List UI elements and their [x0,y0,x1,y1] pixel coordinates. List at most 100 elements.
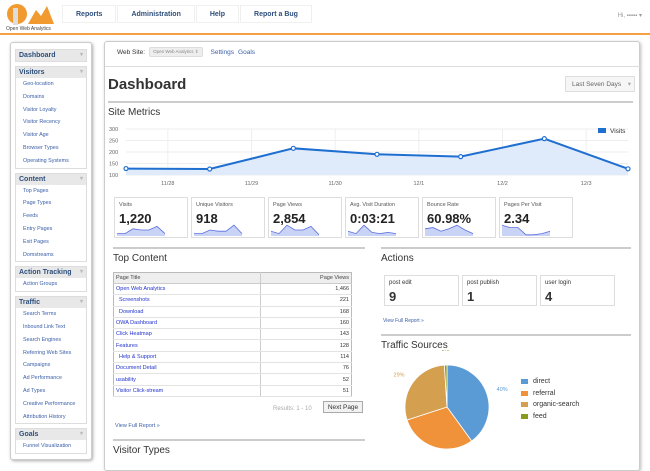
metric-card[interactable]: Page Views 2,854 [268,197,342,238]
page-views: 168 [259,306,352,318]
metric-card[interactable]: Pages Per Visit 2.34 [499,197,573,238]
sidebar-item[interactable]: Campaigns [23,362,51,369]
y-tick-label: 100 [109,173,118,179]
x-tick-label: 12/3 [581,181,592,187]
legend-swatch [521,414,528,420]
metric-value: 1,220 [119,211,152,226]
page-title-link[interactable]: Download [113,306,261,318]
metric-card[interactable]: Unique Visitors 918 [191,197,265,238]
sidebar-item[interactable]: Creative Performance [23,400,76,407]
nav-administration[interactable]: Administration [117,5,195,23]
sidebar-item[interactable]: Ad Performance [23,375,62,382]
sidebar-item[interactable]: Geo-location [23,81,54,87]
sparkline-area [271,225,319,236]
column-header[interactable]: Page Views [259,272,352,284]
sidebar-item[interactable]: Inbound Link Text [23,323,66,330]
sidebar-group-title[interactable]: Goals [16,429,86,441]
legend-item[interactable]: direct [521,376,579,388]
page-title-link[interactable]: Document Detail [113,362,261,375]
sidebar-item[interactable]: Funnel Visualization [23,443,72,450]
page-title-link[interactable]: Visitor Click-stream [113,385,261,397]
action-value: 4 [545,289,553,304]
sidebar-item[interactable]: Visitor Loyalty [23,106,57,113]
sidebar-item[interactable]: Top Pages [23,187,49,194]
sidebar-item[interactable]: Exit Pages [23,238,49,245]
view-full-report-link[interactable]: View Full Report » [115,423,160,429]
sidebar-item[interactable]: Search Engines [23,336,62,343]
sidebar-item[interactable]: Browser Types [23,144,59,151]
visits-point[interactable] [458,153,464,160]
sidebar-group-title[interactable]: Visitors [16,67,86,78]
actions-full-report-link[interactable]: View Full Report » [383,318,424,324]
pie-slice-direct[interactable] [446,364,490,442]
action-card: post edit 9 [384,275,459,306]
main-panel: Web Site: Open Web Analytics ⇕ Settings … [104,41,641,471]
sparkline [117,225,166,236]
page-views: 114 [259,351,352,364]
nav-reports[interactable]: Reports [62,5,117,23]
sidebar-group-title[interactable]: Traffic [16,297,86,309]
nav-report-bug[interactable]: Report a Bug [240,5,312,23]
sidebar-item[interactable]: Domains [23,93,45,100]
sidebar-item[interactable]: Visitor Age [23,132,49,139]
x-tick-label: 12/1 [413,181,424,187]
sidebar-item[interactable]: Feeds [23,213,38,220]
sidebar-item[interactable]: Action Groups [23,281,58,288]
visits-point[interactable] [207,166,213,172]
page-title-link[interactable]: Click Heatmap [113,328,261,341]
pie-slice-organic-search[interactable] [404,364,448,421]
sidebar-group-title[interactable]: Action Tracking [16,267,86,279]
website-select[interactable]: Open Web Analytics ⇕ [149,47,203,57]
sidebar-item[interactable]: Domstreams [23,251,54,258]
page-title-link[interactable]: OWA Dashboard [113,317,261,330]
visits-point[interactable] [374,151,380,157]
column-header[interactable]: Page Title [113,272,261,284]
page-title-link[interactable]: Open Web Analytics [113,283,261,296]
action-label: post publish [467,280,500,286]
next-page-button[interactable]: Next Page [323,401,363,413]
visits-point[interactable] [541,136,547,142]
chevron-down-icon: ▾ [627,81,631,88]
y-tick-label: 250 [109,139,118,145]
metric-card[interactable]: Bounce Rate 60.98% [422,197,496,238]
nav-help[interactable]: Help [195,5,240,23]
sidebar-item[interactable]: Referring Web Sites [23,349,72,356]
date-range-value: Last Seven Days [572,81,622,88]
goals-link[interactable]: Goals [238,48,256,56]
action-value: 1 [467,289,475,304]
sidebar-item[interactable]: Attribution History [23,413,66,420]
date-range-select[interactable]: Last Seven Days ▾ [565,76,635,92]
action-label: post edit [389,280,412,286]
metric-label: Page Views [273,202,302,208]
visits-point[interactable] [123,165,129,172]
visits-point[interactable] [290,145,296,151]
sidebar-group-title[interactable]: Dashboard [16,50,86,61]
legend-item[interactable]: referral [521,388,579,400]
visits-point[interactable] [625,166,631,172]
sidebar-group-title[interactable]: Content [16,173,86,185]
sidebar-item[interactable]: Ad Types [23,387,46,394]
table-row: Click Heatmap 143 [113,328,352,341]
site-bar: Web Site: Open Web Analytics ⇕ Settings … [117,47,255,57]
sidebar-item[interactable]: Operating Systems [23,157,69,164]
legend-swatch [521,390,528,396]
metric-card[interactable]: Visits 1,220 [114,197,188,238]
page-title-link[interactable]: Help & Support [113,351,261,364]
sidebar-item[interactable]: Entry Pages [23,225,53,232]
pie-slice-referral[interactable] [406,406,473,450]
settings-link[interactable]: Settings [210,48,235,56]
page-title-link[interactable]: usability [113,373,261,386]
user-menu[interactable]: Hi, ▪▪▪▪▪ ▾ [617,13,642,19]
legend-item[interactable]: organic-search [521,399,579,411]
pie-slice-feed[interactable] [443,364,448,408]
metric-card[interactable]: Avg. Visit Duration 0:03:21 [345,197,419,238]
page-title-link[interactable]: Screenshots [113,294,261,307]
legend-item[interactable]: feed [521,411,579,423]
traffic-sources-pie: 40% 29% 1% [394,350,508,450]
metric-value: 918 [196,211,218,226]
owa-logo[interactable]: Open Web Analytics [6,2,56,34]
sidebar-item[interactable]: Visitor Recency [23,119,61,126]
page-title-link[interactable]: Features [113,339,261,352]
sidebar-item[interactable]: Page Types [23,200,52,207]
sidebar-item[interactable]: Search Terms [23,311,57,318]
